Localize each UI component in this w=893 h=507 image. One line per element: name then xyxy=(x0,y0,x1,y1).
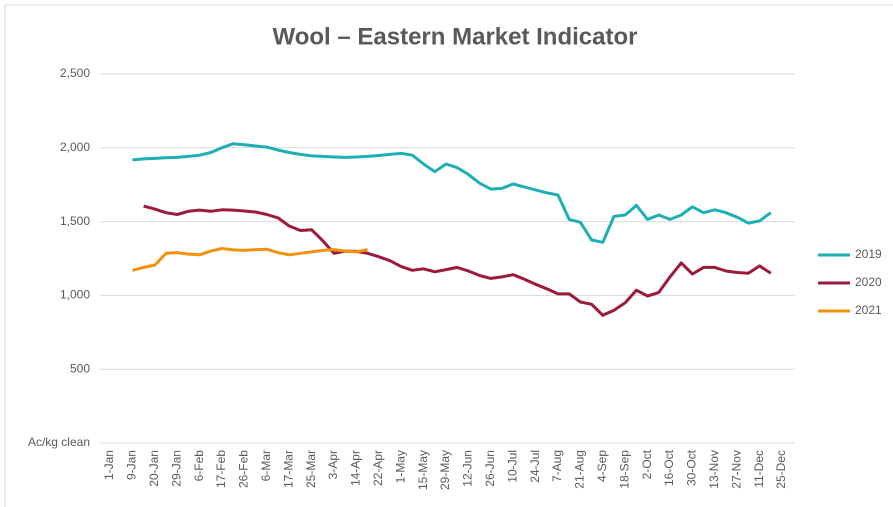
x-tick-label: 20-Jan xyxy=(147,450,161,487)
x-tick-label: 29-May xyxy=(438,450,452,490)
x-tick-label: 27-Nov xyxy=(729,450,743,489)
x-tick-label: 22-Apr xyxy=(371,450,385,486)
legend-label: 2019 xyxy=(855,247,882,261)
legend-label: 2020 xyxy=(855,275,882,289)
series-line xyxy=(132,247,368,272)
chart-title: Wool – Eastern Market Indicator xyxy=(273,23,638,50)
x-tick-label: 6-Feb xyxy=(192,450,206,482)
x-tick-label: 17-Mar xyxy=(281,450,295,488)
x-tick-label: 14-Apr xyxy=(349,450,363,486)
x-tick-label: 16-Oct xyxy=(662,449,676,486)
x-tick-label: 11-Dec xyxy=(752,450,766,488)
y-tick-label: 1,500 xyxy=(60,214,90,228)
series-line xyxy=(132,142,772,244)
x-tick-label: 13-Nov xyxy=(707,450,721,489)
x-tick-label: 21-Aug xyxy=(573,450,587,489)
x-tick-label: 17-Feb xyxy=(214,450,228,488)
y-tick-label: 2,500 xyxy=(60,66,90,80)
x-tick-label: 18-Sep xyxy=(617,450,631,489)
x-tick-label: 3-Apr xyxy=(326,450,340,479)
x-tick-label: 10-Jul xyxy=(505,450,519,483)
legend-label: 2021 xyxy=(855,303,882,317)
x-tick-label: 15-May xyxy=(416,450,430,490)
series-line xyxy=(143,204,772,317)
x-tick-label: 2-Oct xyxy=(640,449,654,479)
x-tick-label: 1-May xyxy=(393,450,407,483)
x-tick-label: 12-Jun xyxy=(461,450,475,487)
y-tick-label: 2,000 xyxy=(60,140,90,154)
y-tick-label: 500 xyxy=(70,361,90,375)
x-tick-label: 1-Jan xyxy=(102,450,116,480)
y-axis-label: Ac/kg clean xyxy=(28,435,90,449)
x-tick-label: 25-Mar xyxy=(304,450,318,488)
y-tick-label: 1,000 xyxy=(60,288,90,302)
x-tick-label: 29-Jan xyxy=(169,450,183,487)
x-tick-label: 6-Mar xyxy=(259,450,273,481)
x-tick-label: 26-Jun xyxy=(483,450,497,487)
x-tick-label: 9-Jan xyxy=(125,450,139,480)
x-tick-label: 26-Feb xyxy=(237,450,251,488)
x-tick-label: 24-Jul xyxy=(528,450,542,483)
x-tick-label: 25-Dec xyxy=(774,450,788,489)
x-tick-label: 30-Oct xyxy=(685,449,699,486)
x-tick-label: 4-Sep xyxy=(595,450,609,482)
x-tick-label: 7-Aug xyxy=(550,450,564,482)
